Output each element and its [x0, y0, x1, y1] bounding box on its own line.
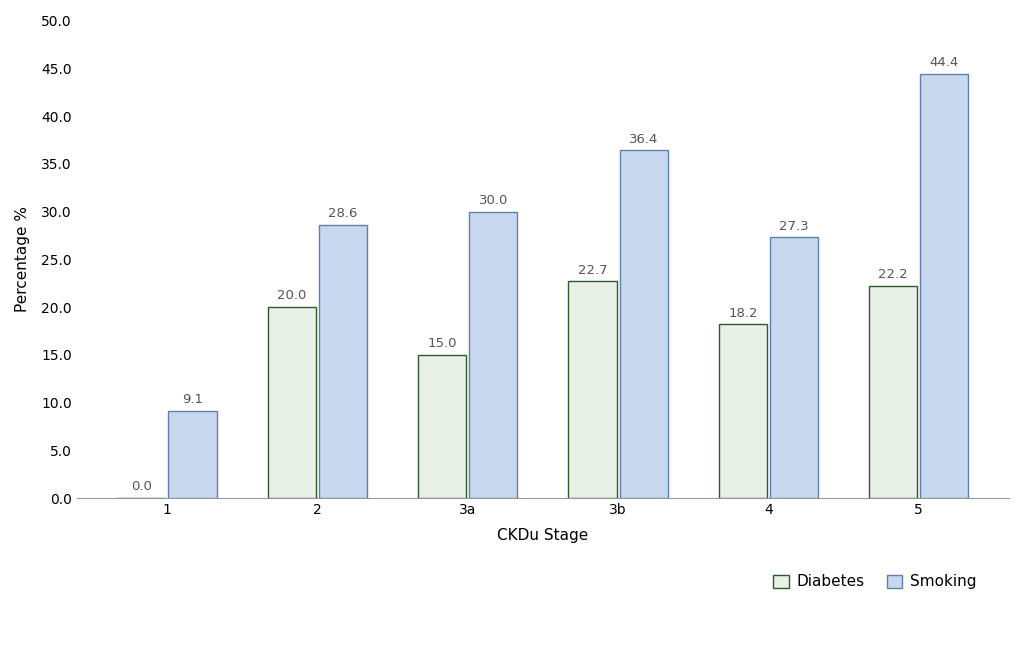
- Legend: Diabetes, Smoking: Diabetes, Smoking: [767, 568, 983, 596]
- Text: 28.6: 28.6: [328, 207, 357, 220]
- Bar: [921, 74, 969, 498]
- Bar: [770, 237, 818, 498]
- Text: 9.1: 9.1: [182, 394, 203, 407]
- Bar: [418, 355, 466, 498]
- Text: 18.2: 18.2: [728, 306, 758, 319]
- Bar: [318, 225, 367, 498]
- Bar: [267, 307, 315, 498]
- Text: 36.4: 36.4: [629, 133, 658, 146]
- X-axis label: CKDu Stage: CKDu Stage: [498, 528, 589, 543]
- Text: 0.0: 0.0: [131, 480, 152, 493]
- Y-axis label: Percentage %: Percentage %: [15, 207, 30, 312]
- Bar: [168, 411, 216, 498]
- Text: 15.0: 15.0: [427, 337, 457, 350]
- Text: 22.7: 22.7: [578, 264, 607, 277]
- Text: 30.0: 30.0: [478, 194, 508, 207]
- Bar: [869, 286, 918, 498]
- Bar: [719, 324, 767, 498]
- Text: 20.0: 20.0: [278, 289, 306, 302]
- Bar: [568, 281, 616, 498]
- Text: 44.4: 44.4: [930, 56, 958, 70]
- Bar: [620, 150, 668, 498]
- Bar: [469, 212, 517, 498]
- Text: 27.3: 27.3: [779, 220, 809, 233]
- Text: 22.2: 22.2: [879, 268, 908, 281]
